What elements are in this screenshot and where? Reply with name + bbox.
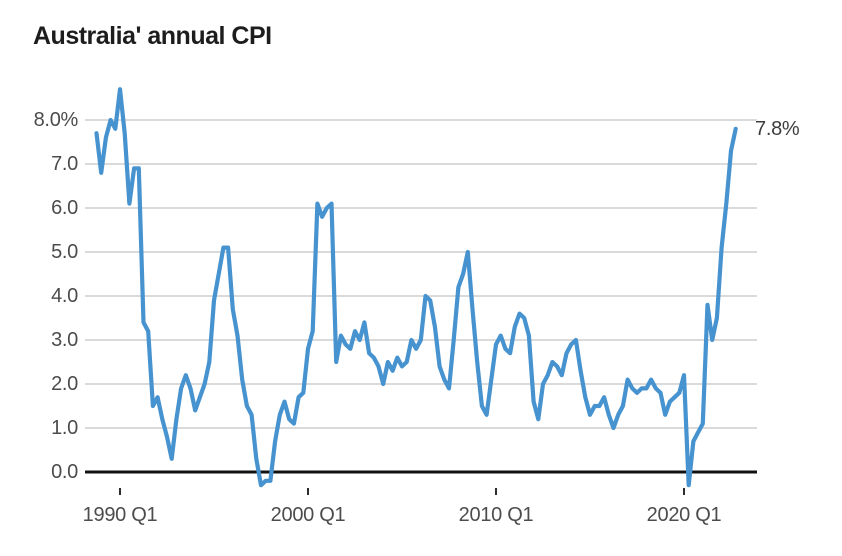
y-axis-tick-label: 0.0 xyxy=(51,461,78,483)
y-axis-tick-label: 2.0 xyxy=(51,373,78,395)
y-axis-tick-label: 3.0 xyxy=(51,329,78,351)
x-axis-tick-label: 1990 Q1 xyxy=(82,504,158,526)
y-axis-tick-label: 5.0 xyxy=(51,241,78,263)
y-axis-tick-label: 8.0% xyxy=(33,109,79,131)
x-axis-tick-label: 2010 Q1 xyxy=(458,504,534,526)
y-axis-tick-label: 4.0 xyxy=(51,285,78,307)
x-axis-tick-label: 2000 Q1 xyxy=(270,504,346,526)
end-value-annotation: 7.8% xyxy=(755,118,800,140)
y-axis-tick-label: 1.0 xyxy=(51,417,78,439)
cpi-line xyxy=(94,87,738,488)
chart-title: Australia' annual CPI xyxy=(33,22,272,50)
y-axis-tick-label: 6.0 xyxy=(51,197,78,219)
y-axis-tick-label: 7.0 xyxy=(51,153,78,175)
x-axis-tick-label: 2020 Q1 xyxy=(646,504,722,526)
